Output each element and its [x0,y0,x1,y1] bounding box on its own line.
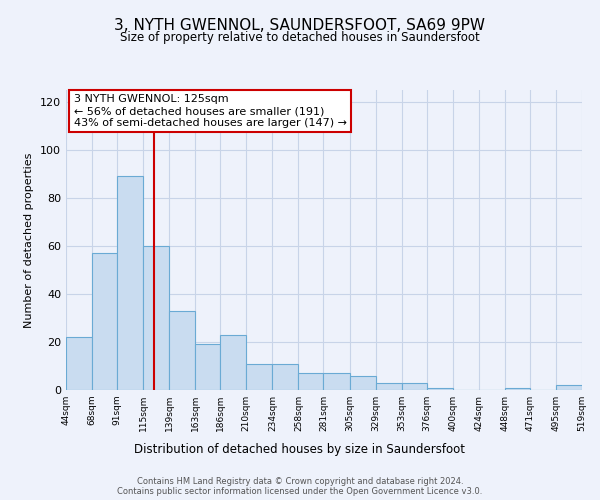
Text: Contains public sector information licensed under the Open Government Licence v3: Contains public sector information licen… [118,488,482,496]
Bar [350,376,376,390]
Bar [169,311,195,390]
Bar [272,364,298,390]
Bar [92,253,117,390]
Text: Contains HM Land Registry data © Crown copyright and database right 2024.: Contains HM Land Registry data © Crown c… [137,478,463,486]
Bar [427,388,453,390]
Bar [401,383,427,390]
Text: 3 NYTH GWENNOL: 125sqm
← 56% of detached houses are smaller (191)
43% of semi-de: 3 NYTH GWENNOL: 125sqm ← 56% of detached… [74,94,347,128]
Y-axis label: Number of detached properties: Number of detached properties [25,152,34,328]
Bar [298,373,323,390]
Text: Size of property relative to detached houses in Saundersfoot: Size of property relative to detached ho… [120,31,480,44]
Bar [323,373,350,390]
Bar [376,383,401,390]
Bar [195,344,220,390]
Bar [247,364,272,390]
Bar [66,337,92,390]
Bar [143,246,169,390]
Text: Distribution of detached houses by size in Saundersfoot: Distribution of detached houses by size … [134,442,466,456]
Bar [556,385,582,390]
Text: 3, NYTH GWENNOL, SAUNDERSFOOT, SA69 9PW: 3, NYTH GWENNOL, SAUNDERSFOOT, SA69 9PW [115,18,485,32]
Bar [117,176,143,390]
Bar [505,388,530,390]
Bar [220,335,247,390]
